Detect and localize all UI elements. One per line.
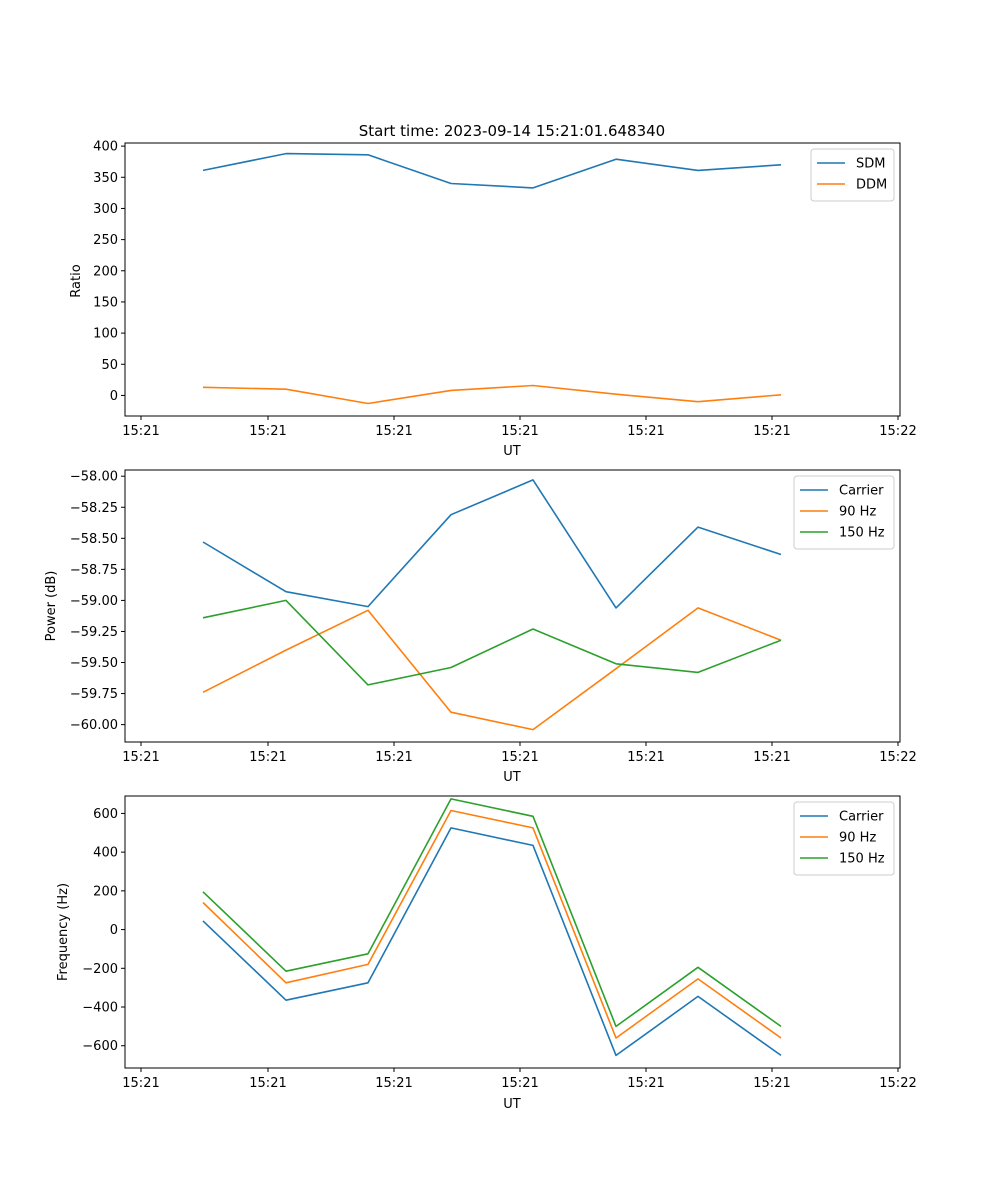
frequency-chart-lines	[202, 798, 782, 1057]
power-chart: Power (dB) UT 15:21 15:21 15:21 15:21 15:21 1…	[44, 469, 917, 785]
frequency-chart-ytick-label: 400	[93, 846, 118, 861]
power-chart-xtick-label: 15:21	[753, 750, 790, 765]
ratio-chart-frame	[124, 142, 901, 417]
frequency-chart-xtick-label: 15:21	[501, 1076, 538, 1091]
frequency-chart-xlabel: UT	[503, 1097, 521, 1112]
ratio-chart-ytick-label: 400	[93, 140, 118, 155]
ratio-chart-ytick-label: 150	[93, 295, 118, 310]
power-chart-ytick-label: −58.25	[70, 501, 118, 516]
frequency-chart-legend-label-carrier: Carrier	[839, 810, 884, 825]
power-chart-xtick-label: 15:21	[501, 750, 538, 765]
ratio-chart-ytick-label: 0	[110, 389, 118, 404]
frequency-chart-xtick-label: 15:21	[249, 1076, 286, 1091]
frequency-chart-ytick-label: 600	[93, 807, 118, 822]
ratio-chart-xtick-label: 15:21	[627, 424, 664, 439]
ratio-chart-series-ddm	[202, 384, 782, 405]
ratio-chart-legend: SDM DDM	[810, 148, 895, 202]
frequency-chart: Frequency (Hz) UT 15:21 15:21 15:21 15:21 15…	[56, 795, 917, 1112]
power-chart-ytick-label: −59.00	[70, 594, 118, 609]
ratio-chart-legend-box	[810, 148, 895, 202]
frequency-chart-ytick-label: 200	[93, 884, 118, 899]
frequency-chart-ytick-label: 0	[110, 923, 118, 938]
ratio-chart-ytick-label: 50	[101, 358, 118, 373]
ratio-chart-ytick-label: 300	[93, 202, 118, 217]
ratio-chart-xtick-label: 15:21	[122, 424, 159, 439]
power-chart-ytick-label: −58.50	[70, 532, 118, 547]
power-chart-xtick-label: 15:22	[879, 750, 916, 765]
ratio-chart-lines	[202, 152, 782, 405]
power-chart-ylabel: Power (dB)	[44, 571, 59, 642]
ratio-chart-xtick-label: 15:21	[501, 424, 538, 439]
power-chart-xtick-label: 15:21	[627, 750, 664, 765]
ratio-chart-ytick-label: 250	[93, 233, 118, 248]
ratio-chart-ylabel: Ratio	[69, 264, 84, 297]
frequency-chart-xtick-label: 15:22	[879, 1076, 916, 1091]
ratio-chart-xtick-label: 15:21	[753, 424, 790, 439]
power-chart-xtick-label: 15:21	[249, 750, 286, 765]
frequency-chart-xtick-label: 15:21	[627, 1076, 664, 1091]
frequency-chart-series-90-hz	[202, 809, 782, 1039]
frequency-chart-legend-label-150-hz: 150 Hz	[839, 852, 885, 867]
ratio-chart-legend-label-sdm: SDM	[856, 157, 885, 172]
power-chart-legend: Carrier 90 Hz 150 Hz	[793, 475, 895, 550]
ratio-chart-ytick-label: 100	[93, 327, 118, 342]
frequency-chart-ytick-label: −200	[82, 962, 118, 977]
power-chart-ytick-label: −58.00	[70, 470, 118, 485]
ratio-chart: Ratio UT 15:21 15:21 15:21 15:21 15:21 15:21 1…	[69, 140, 917, 459]
ratio-chart-ytick-label: 200	[93, 264, 118, 279]
power-chart-legend-label-carrier: Carrier	[839, 484, 884, 499]
ratio-chart-series-sdm	[202, 152, 782, 189]
frequency-chart-ytick-label: −400	[82, 1001, 118, 1016]
ratio-chart-xlabel: UT	[503, 444, 521, 459]
power-chart-legend-box	[793, 475, 895, 550]
frequency-chart-frame	[124, 795, 901, 1069]
frequency-chart-ylabel: Frequency (Hz)	[56, 883, 71, 981]
frequency-chart-legend-label-90-hz: 90 Hz	[839, 831, 876, 846]
power-chart-ytick-label: −59.50	[70, 656, 118, 671]
power-chart-ytick-label: −58.75	[70, 563, 118, 578]
ratio-chart-ytick-label: 350	[93, 171, 118, 186]
power-chart-xtick-label: 15:21	[375, 750, 412, 765]
ratio-chart-ticks: 15:21 15:21 15:21 15:21 15:21 15:21 15:22 0 50 10…	[93, 140, 917, 439]
frequency-chart-xtick-label: 15:21	[122, 1076, 159, 1091]
ratio-chart-xtick-label: 15:21	[375, 424, 412, 439]
power-chart-ytick-label: −59.75	[70, 687, 118, 702]
power-chart-legend-label-90-hz: 90 Hz	[839, 505, 876, 520]
power-chart-series-90-hz	[202, 607, 782, 731]
frequency-chart-ticks: 15:21 15:21 15:21 15:21 15:21 15:21 15:22 −600 −…	[82, 807, 916, 1091]
power-chart-ytick-label: −59.25	[70, 625, 118, 640]
power-chart-legend-label-150-hz: 150 Hz	[839, 526, 885, 541]
figure-title: Start time: 2023-09-14 15:21:01.648340	[359, 122, 665, 140]
frequency-chart-ytick-label: −600	[82, 1039, 118, 1054]
power-chart-series-150-hz	[202, 599, 782, 686]
power-chart-ytick-label: −60.00	[70, 718, 118, 733]
frequency-chart-xtick-label: 15:21	[753, 1076, 790, 1091]
power-chart-ticks: 15:21 15:21 15:21 15:21 15:21 15:21 15:22 −60.0…	[70, 470, 917, 765]
power-chart-series-carrier	[202, 479, 782, 609]
ratio-chart-xtick-label: 15:21	[249, 424, 286, 439]
frequency-chart-xtick-label: 15:21	[375, 1076, 412, 1091]
frequency-chart-legend-box	[793, 801, 895, 876]
ratio-chart-legend-label-ddm: DDM	[856, 178, 887, 193]
power-chart-frame	[124, 469, 901, 743]
power-chart-lines	[202, 479, 782, 731]
frequency-chart-legend: Carrier 90 Hz 150 Hz	[793, 801, 895, 876]
power-chart-xlabel: UT	[503, 770, 521, 785]
power-chart-xtick-label: 15:21	[122, 750, 159, 765]
frequency-chart-series-150-hz	[202, 798, 782, 1028]
frequency-chart-series-carrier	[202, 827, 782, 1057]
ratio-chart-xtick-label: 15:22	[879, 424, 916, 439]
